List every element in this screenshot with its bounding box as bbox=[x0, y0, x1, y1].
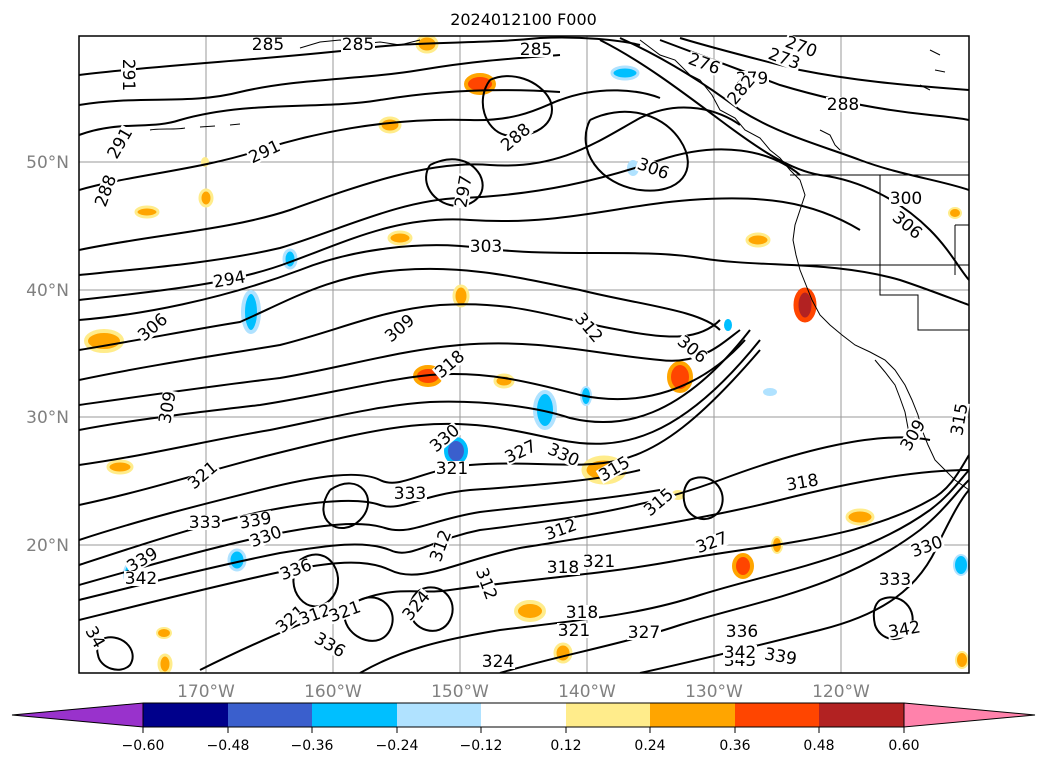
height-contours bbox=[79, 36, 969, 673]
contour-label: 318 bbox=[546, 558, 580, 578]
contour-label-text: 321 bbox=[583, 552, 615, 572]
contour-label-text: 333 bbox=[394, 484, 426, 504]
colorbar-segment bbox=[228, 703, 312, 727]
colorbar-tick-label: 0.24 bbox=[634, 738, 665, 754]
map-frame bbox=[78, 35, 970, 674]
contour-label: 318 bbox=[565, 603, 599, 623]
contour-label: 288 bbox=[826, 95, 860, 115]
colorbar-tick-label: −0.36 bbox=[291, 738, 334, 754]
colorbar-segment bbox=[143, 703, 228, 727]
contour-label-text: 288 bbox=[827, 95, 859, 115]
contour-label-text: 336 bbox=[726, 622, 758, 642]
contour-label: 327 bbox=[627, 623, 661, 643]
lon-label: 130°W bbox=[685, 682, 743, 702]
contour-label: 336 bbox=[725, 622, 759, 642]
contour-label: 333 bbox=[878, 570, 912, 590]
colorbar-segment bbox=[819, 703, 904, 727]
colorbar-tick-label: −0.24 bbox=[376, 738, 419, 754]
lat-label: 20°N bbox=[26, 536, 69, 556]
contour-label: 312 bbox=[542, 515, 580, 545]
colorbar-segment bbox=[735, 703, 819, 727]
contour-label-text: 321 bbox=[436, 459, 468, 479]
contour-label: 339 bbox=[237, 508, 274, 534]
colorbar-tick-labels: −0.60 −0.48 −0.36 −0.24 −0.12 0.12 0.24 … bbox=[122, 738, 920, 754]
shaded-patches bbox=[84, 36, 969, 673]
coastlines bbox=[149, 39, 969, 491]
contour-label-text: 333 bbox=[879, 570, 911, 590]
contour-label-text: 342 bbox=[125, 569, 157, 589]
map-title: 2024012100 F000 bbox=[450, 10, 597, 29]
colorbar-extend-low bbox=[11, 702, 144, 728]
contour-label: 342 bbox=[723, 643, 757, 663]
contour-label-text: 342 bbox=[724, 643, 756, 663]
contour-label-text: 285 bbox=[342, 35, 374, 55]
contour-label-text: 300 bbox=[890, 189, 922, 209]
colorbar-segment bbox=[312, 703, 397, 727]
lon-label: 140°W bbox=[558, 682, 616, 702]
lon-labels: 170°W 160°W 150°W 140°W 130°W 120°W bbox=[177, 682, 870, 702]
contour-label: 342 bbox=[886, 617, 923, 643]
colorbar-segment bbox=[566, 703, 650, 727]
contour-label-text: 318 bbox=[547, 558, 579, 578]
colorbar-tick-label: 0.36 bbox=[719, 738, 750, 754]
contour-label: 321 bbox=[582, 552, 616, 572]
colorbar-tick-label: −0.12 bbox=[460, 738, 503, 754]
colorbar-tick-label: 0.48 bbox=[803, 738, 834, 754]
colorbar-tick-label: −0.48 bbox=[207, 738, 250, 754]
lon-label: 120°W bbox=[812, 682, 870, 702]
contour-label: 291 bbox=[118, 58, 138, 92]
colorbar-tick-label: −0.60 bbox=[122, 738, 165, 754]
colorbar-extend-high bbox=[903, 702, 1036, 728]
colorbar: −0.60 −0.48 −0.36 −0.24 −0.12 0.12 0.24 … bbox=[11, 702, 1036, 754]
contour-label-text: 324 bbox=[482, 652, 514, 672]
contour-label: 321 bbox=[435, 459, 469, 479]
lon-label: 170°W bbox=[177, 682, 235, 702]
lat-label: 50°N bbox=[26, 153, 69, 173]
contour-label-text: 318 bbox=[566, 603, 598, 623]
contour-label-text: 327 bbox=[628, 623, 660, 643]
colorbar-segment bbox=[481, 703, 566, 727]
contour-label: 309 bbox=[155, 389, 181, 426]
contour-label: 303 bbox=[469, 237, 503, 257]
lat-label: 40°N bbox=[26, 281, 69, 301]
contour-label-text: 285 bbox=[252, 35, 284, 55]
lon-label: 150°W bbox=[431, 682, 489, 702]
contour-label: 285 bbox=[519, 40, 553, 60]
contour-label-text: 333 bbox=[189, 513, 221, 533]
contour-label: 333 bbox=[188, 513, 222, 533]
contour-label-text: 285 bbox=[520, 40, 552, 60]
lat-labels: 50°N 40°N 30°N 20°N bbox=[26, 153, 69, 556]
contour-label-text: 303 bbox=[470, 237, 502, 257]
contour-label-text: 291 bbox=[118, 59, 138, 91]
colorbar-segment bbox=[650, 703, 735, 727]
colorbar-tick-label: 0.60 bbox=[888, 738, 919, 754]
contour-label: 300 bbox=[889, 189, 923, 209]
colorbar-tick-label: 0.12 bbox=[550, 738, 581, 754]
contour-label-text: 321 bbox=[558, 621, 590, 641]
contour-label: 324 bbox=[481, 652, 515, 672]
contour-label: 285 bbox=[341, 35, 375, 55]
contour-label: 342 bbox=[124, 569, 158, 589]
contour-label: 333 bbox=[393, 484, 427, 504]
lon-label: 160°W bbox=[304, 682, 362, 702]
contour-label: 285 bbox=[251, 35, 285, 55]
colorbar-segment bbox=[397, 703, 481, 727]
lat-label: 30°N bbox=[26, 408, 69, 428]
contour-label: 321 bbox=[557, 621, 591, 641]
